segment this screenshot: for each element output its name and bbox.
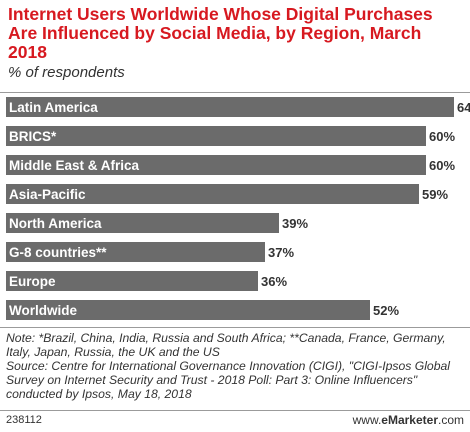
bar-3 bbox=[6, 184, 419, 204]
top-divider bbox=[0, 92, 470, 93]
chart-id: 238112 bbox=[6, 414, 42, 426]
category-label-4: North America bbox=[9, 216, 102, 231]
value-label-0: 64% bbox=[457, 100, 470, 115]
bar-chart: Latin America 64% BRICS* 60% Middle East & A… bbox=[6, 97, 470, 320]
chart-subtitle: % of respondents bbox=[8, 64, 125, 81]
note-text: Note: *Brazil, China, India, Russia and … bbox=[6, 331, 446, 359]
category-label-2: Middle East & Africa bbox=[9, 158, 140, 173]
brand-name: eMarketer bbox=[381, 413, 438, 427]
value-label-4: 39% bbox=[282, 216, 308, 231]
bar-5 bbox=[6, 242, 265, 262]
value-label-5: 37% bbox=[268, 245, 294, 260]
category-label-5: G-8 countries** bbox=[9, 245, 107, 260]
category-label-3: Asia-Pacific bbox=[9, 187, 86, 202]
brand-prefix: www. bbox=[352, 413, 382, 427]
emarketer-logo: www.eMarketer.com bbox=[353, 413, 464, 427]
category-label-6: Europe bbox=[9, 274, 56, 289]
bar-4 bbox=[6, 213, 279, 233]
bar-2 bbox=[6, 155, 426, 175]
bar-6 bbox=[6, 271, 258, 291]
value-label-1: 60% bbox=[429, 129, 455, 144]
category-label-7: Worldwide bbox=[9, 303, 77, 318]
bar-0 bbox=[6, 97, 454, 117]
chart-notes: Note: *Brazil, China, India, Russia and … bbox=[6, 331, 466, 401]
value-label-2: 60% bbox=[429, 158, 455, 173]
value-label-6: 36% bbox=[261, 274, 287, 289]
chart-title: Internet Users Worldwide Whose Digital P… bbox=[8, 4, 433, 62]
category-label-1: BRICS* bbox=[9, 129, 57, 144]
value-label-3: 59% bbox=[422, 187, 448, 202]
bar-1 bbox=[6, 126, 426, 146]
brand-suffix: .com bbox=[437, 413, 464, 427]
footer-divider bbox=[0, 410, 470, 411]
value-label-7: 52% bbox=[373, 303, 399, 318]
notes-divider bbox=[0, 327, 470, 328]
category-label-0: Latin America bbox=[9, 100, 98, 115]
bar-7 bbox=[6, 300, 370, 320]
source-text: Source: Centre for International Governa… bbox=[6, 359, 450, 401]
